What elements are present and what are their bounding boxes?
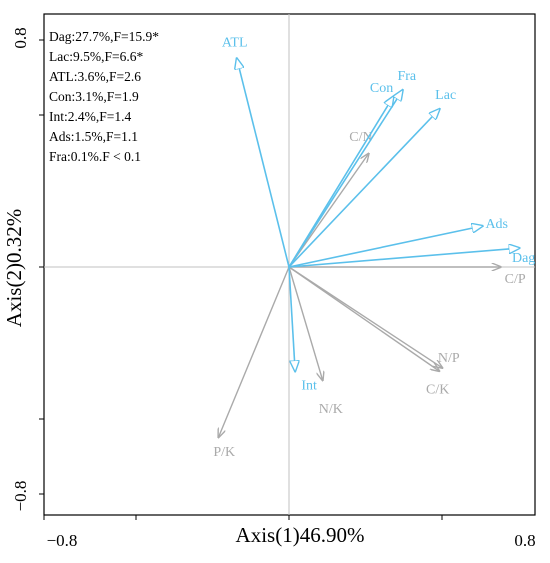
- annotation-con: Con:3.1%,F=1.9: [49, 89, 139, 104]
- vector-label-fra: Fra: [397, 69, 416, 84]
- annotation-fra: Fra:0.1%.F < 0.1: [49, 149, 141, 164]
- vector-label-dag: Dag: [512, 251, 535, 266]
- vector-lac: [288, 109, 440, 268]
- x-axis-ticks: [43, 515, 443, 520]
- vector-label-lac: Lac: [435, 88, 456, 103]
- x-tick-label-max: 0.8: [514, 531, 535, 550]
- vector-n-p: [288, 266, 443, 368]
- vector-p-k: [218, 266, 290, 438]
- vector-c-n: [288, 153, 369, 268]
- vector-dag: [288, 248, 520, 268]
- annotation-atl: ATL:3.6%,F=2.6: [49, 69, 141, 84]
- vector-label-p-k: P/K: [213, 445, 235, 460]
- x-tick-label-min: −0.8: [47, 531, 78, 550]
- vector-label-ads: Ads: [485, 217, 508, 232]
- vector-atl: [237, 58, 290, 268]
- vector-label-c-k: C/K: [426, 382, 449, 397]
- vector-ads: [288, 226, 483, 268]
- y-axis-title: Axis(2)0.32%: [2, 209, 26, 327]
- stats-annotations: Dag:27.7%,F=15.9* Lac:9.5%,F=6.6* ATL:3.…: [49, 29, 159, 164]
- vector-c-k: [288, 266, 440, 371]
- annotation-ads: Ads:1.5%,F=1.1: [49, 129, 138, 144]
- x-axis-title: Axis(1)46.90%: [236, 523, 365, 547]
- annotation-lac: Lac:9.5%,F=6.6*: [49, 49, 143, 64]
- y-tick-label-min: −0.8: [11, 481, 30, 512]
- vector-fra: [288, 90, 403, 268]
- vector-label-n-k: N/K: [319, 402, 343, 417]
- vector-n-k: [288, 266, 323, 381]
- y-axis-ticks: [39, 39, 44, 495]
- vector-label-con: Con: [370, 81, 393, 96]
- annotation-dag: Dag:27.7%,F=15.9*: [49, 29, 159, 44]
- vector-int: [288, 266, 295, 371]
- vector-label-atl: ATL: [222, 35, 248, 50]
- vector-label-n-p: N/P: [438, 351, 460, 366]
- y-tick-label-max: 0.8: [11, 27, 30, 48]
- vector-label-c-p: C/P: [505, 272, 526, 287]
- annotation-int: Int:2.4%,F=1.4: [49, 109, 131, 124]
- vector-label-int: Int: [301, 378, 317, 393]
